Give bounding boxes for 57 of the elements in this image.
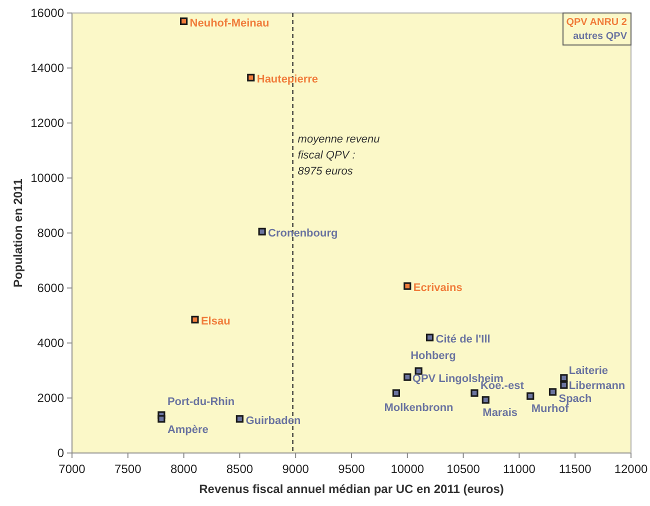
data-label: Murhof (531, 403, 569, 416)
data-label: Elsau (200, 316, 230, 328)
point (180, 17, 188, 26)
data-label: Port-du-Rhin (167, 396, 235, 408)
data-label: Marais (482, 406, 518, 419)
point (191, 316, 199, 324)
x-tick-label: 11000 (502, 462, 536, 476)
point (560, 381, 568, 389)
x-axis-title: Revenus fiscal annuel médian par UC en 2011 (euros) (199, 482, 504, 496)
x-tick-label: 10500 (446, 462, 480, 476)
data-label: Ecrivains (413, 282, 462, 294)
point (258, 228, 266, 236)
data-label: Spach (558, 392, 592, 405)
y-tick-label: 10000 (30, 171, 64, 186)
point (426, 334, 434, 342)
y-tick-label: 0 (57, 446, 64, 460)
y-tick-label: 12000 (30, 116, 64, 130)
point (236, 415, 244, 423)
y-tick-label: 4000 (37, 336, 64, 350)
point (526, 392, 534, 400)
y-tick-label: 8000 (37, 226, 64, 240)
y-tick-label: 6000 (37, 281, 64, 296)
y-tick-label: 16000 (30, 6, 64, 20)
text: QPV ANRU 2 (566, 17, 628, 28)
point (548, 388, 557, 396)
data-label: Hohberg (410, 350, 456, 362)
data-label: Cité de l'Ill (436, 334, 490, 346)
point (560, 374, 568, 382)
point (470, 389, 478, 397)
point (404, 373, 412, 381)
x-tick-label: 12000 (614, 462, 648, 476)
x-tick-label: 10000 (390, 462, 424, 476)
x-tick-label: 8000 (170, 462, 198, 476)
data-label: Cronenbourg (268, 228, 338, 240)
x-tick-label: 7000 (58, 462, 86, 476)
x-tick-label: 9000 (282, 462, 310, 476)
y-tick-label: 2000 (37, 391, 64, 406)
point (404, 282, 412, 290)
y-axis-title: Population en 2011 (11, 178, 25, 288)
ref-line-label: moyenne revenu fiscal QPV : 8975 euros (298, 133, 380, 178)
point (158, 415, 166, 423)
data-label: Libermann (568, 380, 626, 392)
data-label: Laiterie (568, 364, 608, 377)
data-label: Ampère (167, 424, 208, 436)
x-tick-label: 11500 (558, 462, 592, 476)
y-tick-label: 14000 (30, 61, 64, 76)
data-label: Molkenbronn (384, 402, 454, 414)
x-tick-label: 8500 (226, 462, 254, 476)
point (247, 74, 255, 82)
data-label: Neuhof-Meinau (190, 17, 270, 30)
x-tick-label: 7500 (114, 462, 142, 476)
point (482, 396, 490, 404)
data-label: Hautepierre (256, 74, 318, 86)
x-tick-label: 9500 (338, 462, 366, 476)
point (392, 389, 400, 397)
data-label: Guirbaden (246, 414, 301, 427)
text: autres QPV (573, 31, 628, 42)
